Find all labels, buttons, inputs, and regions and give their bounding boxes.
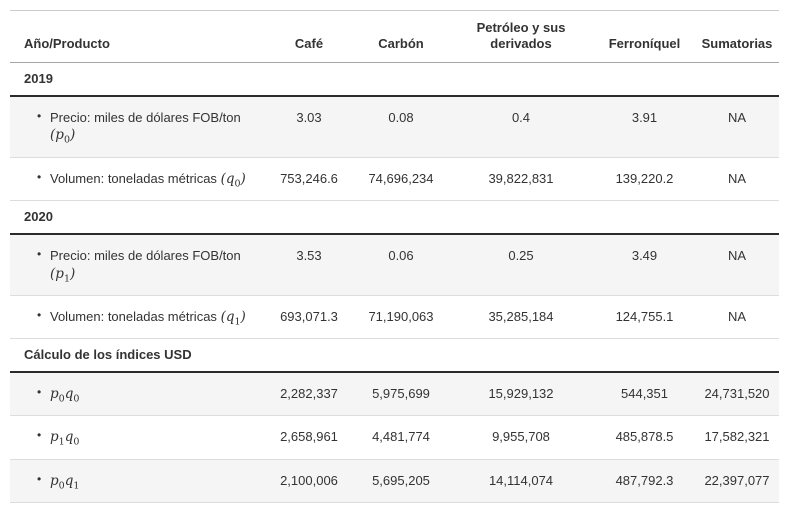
value-cell: 0.06 [354, 233, 448, 296]
row-label: Precio: miles de dólares FOB/ton [50, 247, 241, 263]
value-cell: 3.49 [594, 233, 695, 296]
value-cell: NA [695, 95, 779, 158]
table-row: • Volumen: toneladas métricas (q0) 753,246… [10, 157, 779, 201]
table-row: • Volumen: toneladas métricas (q1) 693,071… [10, 295, 779, 339]
table-row: • Precio: miles de dólares FOB/ton (p0) 3.… [10, 95, 779, 158]
row-label-cell: • Volumen: toneladas métricas (q0) [10, 157, 264, 201]
value-cell: 39,822,831 [448, 157, 594, 201]
value-cell: 2,100,006 [264, 459, 354, 503]
bullet-icon: • [37, 307, 42, 322]
value-cell: 24,731,520 [695, 372, 779, 417]
value-cell: 0.25 [448, 233, 594, 296]
column-header: Carbón [354, 10, 448, 63]
value-cell: 15,974,637 [695, 502, 779, 512]
value-cell: 22,397,077 [695, 459, 779, 503]
value-cell: NA [695, 295, 779, 339]
row-label-cell: • p0q1 [10, 459, 264, 503]
table-header-row: Año/Producto Café Carbón Petróleo y sus der… [10, 10, 779, 63]
value-cell: 3.03 [264, 95, 354, 158]
section-header-row: 2020 [10, 200, 779, 235]
value-cell: 4,481,774 [354, 415, 448, 460]
price-index-table: Año/Producto Café Carbón Petróleo y sus der… [10, 10, 779, 512]
table-row: • p0q1 2,100,006 5,695,205 14,114,074 487,792… [10, 459, 779, 503]
value-cell: 4,271,404 [354, 502, 448, 512]
section-title: 2020 [10, 200, 779, 235]
column-header: Ferroníquel [594, 10, 695, 63]
value-cell: NA [695, 157, 779, 201]
row-math: (p0) [50, 127, 76, 146]
value-cell: 71,190,063 [354, 295, 448, 339]
row-label: Volumen: toneladas métricas [50, 170, 217, 186]
value-cell: 0.08 [354, 95, 448, 158]
value-cell: 3.91 [594, 95, 695, 158]
value-cell: 693,071.3 [264, 295, 354, 339]
value-cell: 487,792.3 [594, 459, 695, 503]
row-math: p0q1 [50, 472, 80, 492]
row-label-cell: • Volumen: toneladas métricas (q1) [10, 295, 264, 339]
column-header: Sumatorias [695, 10, 779, 63]
value-cell: 435,395.2 [594, 502, 695, 512]
bullet-icon: • [37, 246, 42, 261]
table-row: • p0q0 2,282,337 5,975,699 15,929,132 544,351… [10, 372, 779, 417]
section-title: 2019 [10, 62, 779, 97]
table-row: • p1q0 2,658,961 4,481,774 9,955,708 485,878.… [10, 415, 779, 460]
bullet-icon: • [37, 385, 42, 400]
value-cell: 5,695,205 [354, 459, 448, 503]
row-math: (q1) [220, 308, 246, 328]
value-cell: 2,446,542 [264, 502, 354, 512]
value-cell: NA [695, 233, 779, 296]
bullet-icon: • [37, 108, 42, 123]
table-row: •p1q12,446,5424,271,4048,821,296435,395.… [10, 502, 779, 512]
section-header-row: Cálculo de los índices USD [10, 338, 779, 374]
value-cell: 9,955,708 [448, 415, 594, 460]
value-cell: 2,658,961 [264, 415, 354, 460]
bullet-icon: • [37, 471, 42, 486]
value-cell: 2,282,337 [264, 372, 354, 417]
value-cell: 74,696,234 [354, 157, 448, 201]
value-cell: 15,929,132 [448, 372, 594, 417]
row-math: (q0) [220, 170, 246, 190]
row-label: Volumen: toneladas métricas [50, 308, 217, 324]
row-label-cell: • p1q0 [10, 415, 264, 460]
row-label: Precio: miles de dólares FOB/ton [50, 109, 241, 125]
row-math: p1q0 [50, 429, 80, 449]
value-cell: 544,351 [594, 372, 695, 417]
section-title: Cálculo de los índices USD [10, 338, 779, 374]
value-cell: 5,975,699 [354, 372, 448, 417]
column-header: Petróleo y sus derivados [448, 10, 594, 63]
value-cell: 17,582,321 [695, 415, 779, 460]
row-label-cell: • Precio: miles de dólares FOB/ton (p0) [10, 95, 264, 158]
value-cell: 124,755.1 [594, 295, 695, 339]
value-cell: 3.53 [264, 233, 354, 296]
row-label-cell: • p0q0 [10, 372, 264, 417]
row-math: p0q0 [50, 386, 80, 405]
value-cell: 0.4 [448, 95, 594, 158]
column-header: Café [264, 10, 354, 63]
value-cell: 35,285,184 [448, 295, 594, 339]
value-cell: 8,821,296 [448, 502, 594, 512]
bullet-icon: • [37, 169, 42, 184]
value-cell: 753,246.6 [264, 157, 354, 201]
row-label-cell: • Precio: miles de dólares FOB/ton (p1) [10, 233, 264, 296]
row-math: (p1) [50, 265, 76, 285]
column-header: Año/Producto [10, 10, 264, 63]
table-row: • Precio: miles de dólares FOB/ton (p1) 3.… [10, 233, 779, 296]
value-cell: 485,878.5 [594, 415, 695, 460]
bullet-icon: • [37, 428, 42, 443]
value-cell: 139,220.2 [594, 157, 695, 201]
value-cell: 14,114,074 [448, 459, 594, 503]
section-header-row: 2019 [10, 62, 779, 97]
row-label-cell: •p1q1 [10, 502, 264, 512]
